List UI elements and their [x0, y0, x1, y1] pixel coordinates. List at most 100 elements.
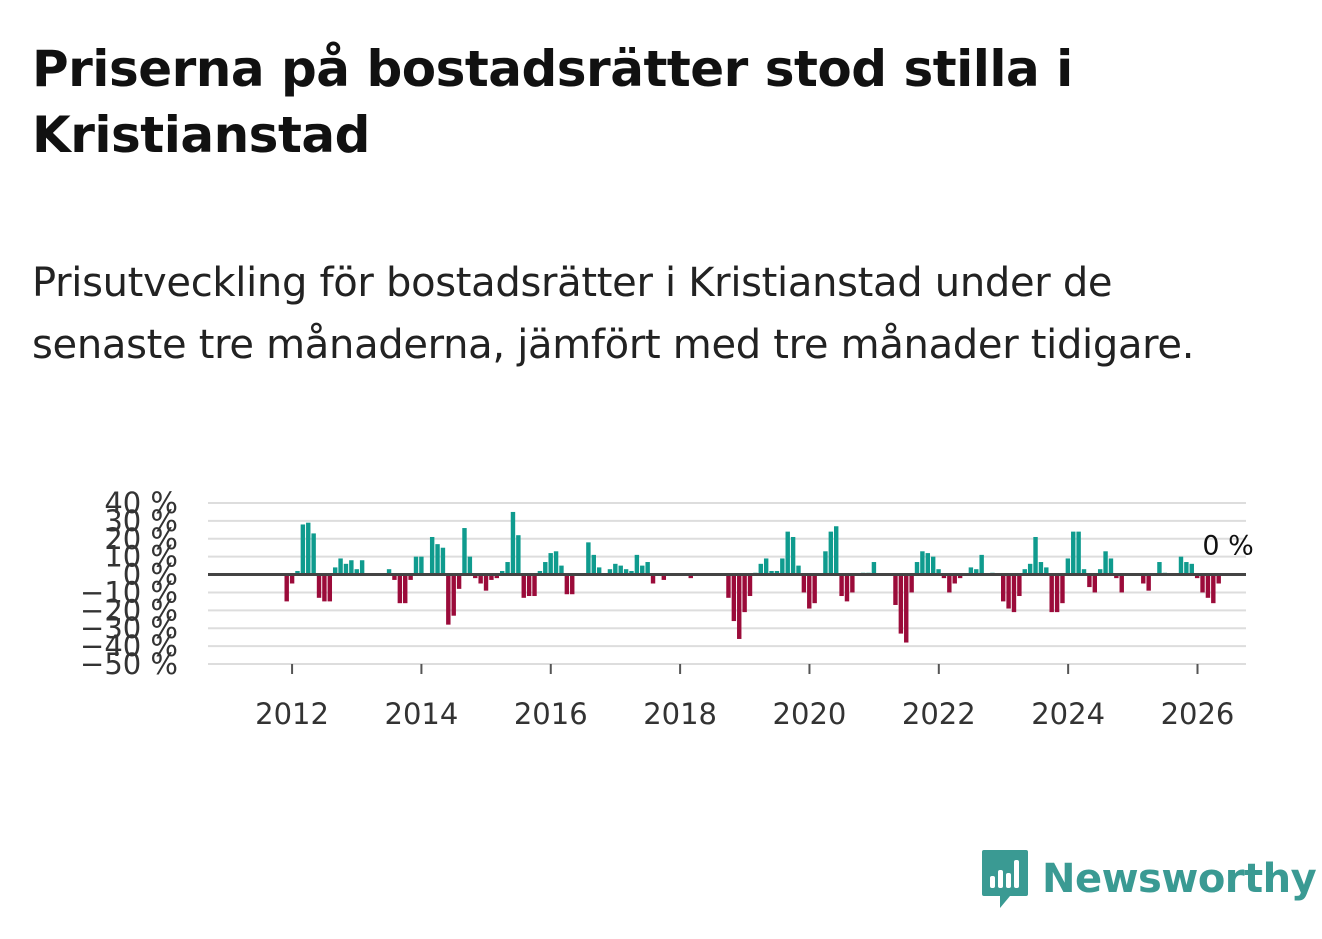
y-tick-label: −40 %	[80, 629, 178, 663]
bar	[1141, 574, 1146, 584]
bar	[1081, 569, 1087, 575]
bar	[1038, 562, 1044, 575]
bar	[559, 565, 564, 575]
bar	[553, 551, 559, 575]
bar	[516, 535, 521, 575]
bar	[316, 574, 322, 598]
bar	[1006, 574, 1011, 609]
bar	[322, 574, 327, 602]
bar	[812, 574, 817, 604]
bar	[807, 574, 812, 609]
bar	[607, 569, 613, 575]
bar	[1114, 574, 1119, 579]
bar	[548, 553, 553, 575]
bar	[758, 563, 763, 575]
bar	[941, 574, 947, 579]
x-tick-label: 2024	[1031, 697, 1105, 731]
bar	[1108, 558, 1114, 575]
brand-name: Newsworthy	[1042, 856, 1317, 902]
bar	[478, 574, 483, 584]
bar	[833, 526, 839, 575]
bar	[774, 570, 780, 575]
bar	[311, 533, 316, 575]
y-tick-label: −10 %	[80, 575, 178, 609]
bar	[661, 574, 667, 580]
x-tick-label: 2022	[902, 697, 976, 731]
bar	[392, 574, 397, 580]
bar	[688, 574, 693, 579]
bar	[650, 574, 656, 584]
bar	[957, 574, 963, 579]
bar	[526, 574, 532, 597]
x-tick-label: 2012	[255, 697, 329, 731]
bar	[451, 574, 456, 616]
bar	[1071, 531, 1076, 575]
y-tick-label: 0 %	[123, 558, 178, 592]
y-tick-label: 40 %	[104, 486, 178, 520]
bar	[828, 531, 834, 575]
bar	[510, 511, 516, 575]
bar	[403, 574, 408, 604]
bar	[634, 554, 640, 575]
bar	[731, 574, 737, 622]
bar	[419, 556, 424, 575]
bar	[1033, 536, 1038, 575]
bar	[952, 574, 957, 584]
bar	[1044, 567, 1049, 575]
bar	[327, 574, 333, 602]
bar	[823, 551, 828, 575]
y-tick-label: −50 %	[80, 647, 178, 681]
bar	[796, 565, 801, 575]
chart-title: Priserna på bostadsrätter stod stilla i …	[32, 40, 1073, 164]
bar	[386, 569, 392, 575]
bar	[839, 574, 844, 597]
y-tick-label: 30 %	[104, 504, 178, 538]
bar	[920, 551, 925, 575]
x-axis: 2012 2014 2016 2018 2020 2022 2024 2026	[255, 664, 1234, 731]
bar	[543, 562, 548, 575]
bar	[1054, 574, 1060, 613]
bar	[1200, 574, 1205, 593]
bar	[332, 567, 338, 575]
x-tick-label: 2026	[1161, 697, 1235, 731]
bar	[397, 574, 403, 604]
bar	[596, 567, 602, 575]
bar	[613, 563, 618, 575]
bar	[968, 567, 974, 575]
bar	[456, 574, 462, 589]
newsworthy-logo-icon	[982, 850, 1028, 908]
bar	[1049, 574, 1054, 613]
y-tick-label: −20 %	[80, 593, 178, 627]
bar	[1157, 562, 1162, 575]
bar	[521, 574, 526, 598]
bar	[1119, 574, 1124, 593]
bar	[1216, 574, 1221, 584]
bar	[564, 574, 570, 595]
y-tick-label: 20 %	[104, 522, 178, 556]
bar	[930, 556, 936, 575]
bar	[1097, 569, 1103, 575]
bar	[505, 562, 510, 575]
bar	[1087, 574, 1092, 588]
x-tick-label: 2018	[643, 697, 717, 731]
bar	[1146, 574, 1151, 591]
bars	[284, 511, 1221, 643]
bar	[1178, 556, 1184, 575]
bar	[645, 562, 650, 575]
bar	[898, 574, 904, 634]
bar	[785, 531, 790, 575]
bar	[489, 574, 494, 580]
x-tick-label: 2014	[385, 697, 459, 731]
bar	[483, 574, 489, 591]
bar	[295, 570, 300, 575]
bar	[914, 562, 920, 575]
bar	[780, 558, 785, 575]
bar	[1017, 574, 1022, 597]
x-tick-label: 2016	[514, 697, 588, 731]
bar	[300, 524, 306, 575]
bar	[1065, 558, 1071, 575]
bar	[1189, 563, 1194, 575]
bar	[462, 528, 467, 575]
bar	[435, 544, 440, 575]
last-value-label: 0 %	[1202, 531, 1253, 562]
